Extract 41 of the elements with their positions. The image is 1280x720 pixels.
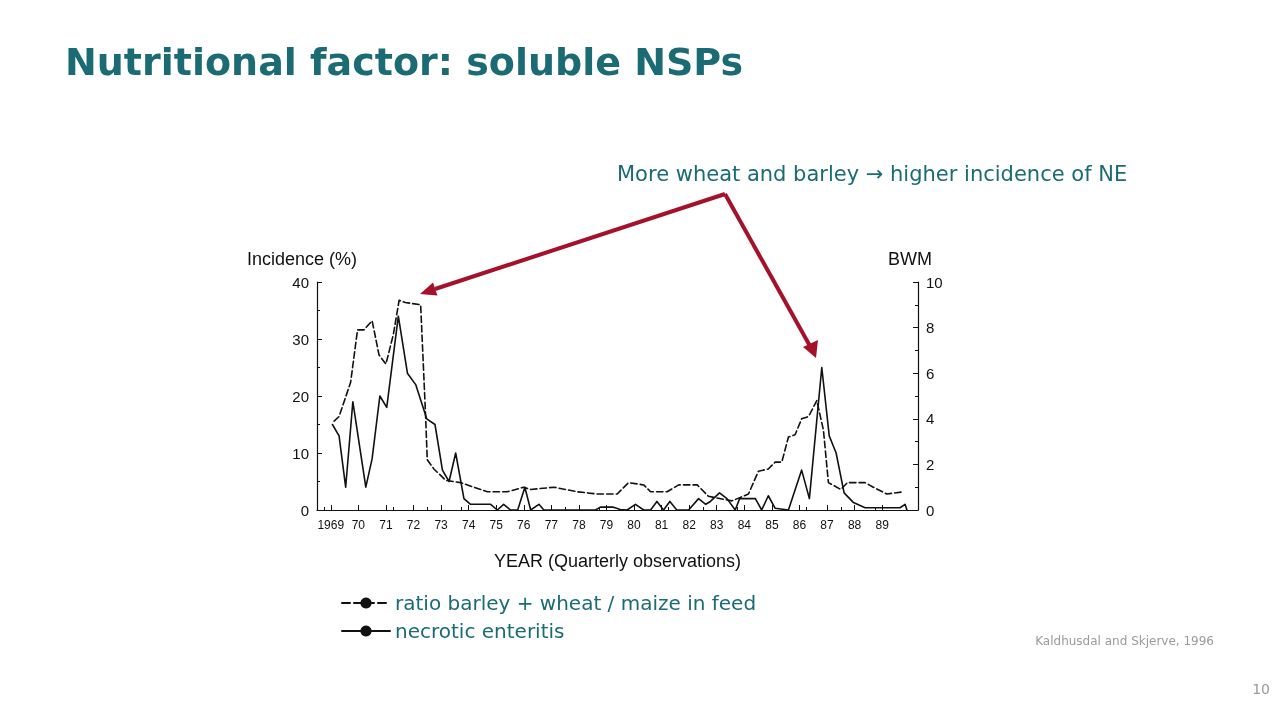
y2-tick-label: 2 (926, 455, 935, 473)
x-tick-label: 87 (820, 518, 835, 532)
x-tick-label: 74 (461, 518, 476, 532)
y-tick-label: 10 (292, 444, 309, 462)
y2-tick-label: 6 (926, 364, 935, 382)
y2-tick-label: 0 (926, 501, 935, 519)
y2-tick-label: 8 (926, 319, 935, 337)
x-tick-label: 71 (379, 518, 393, 532)
x-tick-label: 80 (627, 518, 642, 532)
x-tick-label: 72 (406, 518, 421, 532)
x-tick-label: 78 (572, 518, 586, 532)
x-tick-label: 81 (654, 518, 669, 532)
x-tick-label: 1969 (317, 518, 345, 532)
x-tick-label: 88 (847, 518, 862, 532)
y-tick-label: 0 (300, 501, 309, 519)
y2-tick-label: 4 (926, 410, 935, 428)
y-tick-label: 40 (292, 273, 309, 291)
y-tick-label: 30 (292, 330, 309, 348)
x-tick-label: 73 (434, 518, 449, 532)
x-tick-label: 82 (682, 518, 697, 532)
x-tick-label: 79 (599, 518, 614, 532)
x-tick-label: 76 (517, 518, 531, 532)
x-tick-label: 70 (351, 518, 366, 532)
y-tick-label: 20 (292, 387, 309, 405)
chart-title: Nutritional factor: soluble NSPs (65, 40, 744, 84)
x-tick-label: 75 (489, 518, 504, 532)
text: Kaldhusdal and Skjerve, 1996 (1035, 634, 1215, 648)
text: 10 (1252, 681, 1271, 697)
y-axis-title: Incidence (%) (246, 249, 357, 269)
text: More wheat and barley → higher incidence of NE (617, 161, 1128, 186)
x-tick-label: 84 (737, 518, 752, 532)
legend-label: ratio barley + wheat / maize in feed (395, 591, 757, 615)
legend-label: necrotic enteritis (395, 619, 565, 643)
x-axis-title: YEAR (Quarterly observations) (493, 551, 742, 571)
x-tick-label: 89 (875, 518, 890, 532)
y2-axis-title: BWM (888, 249, 932, 269)
x-tick-label: 85 (765, 518, 779, 532)
x-tick-label: 86 (792, 518, 807, 532)
x-tick-label: 83 (710, 518, 724, 532)
x-tick-label: 77 (544, 518, 559, 532)
y2-tick-label: 10 (926, 273, 943, 291)
